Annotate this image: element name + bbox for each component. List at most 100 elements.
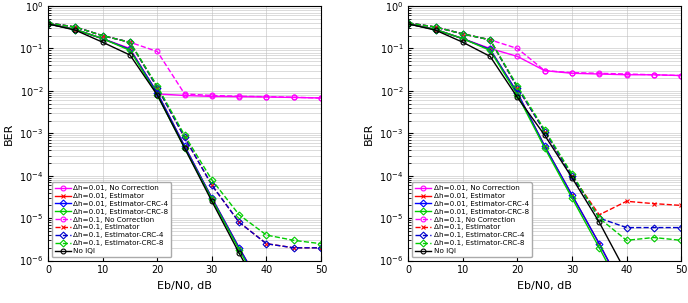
- Δh=0.01, Estimator: [126, 48, 134, 51]
- Δh=0.1, No Correction: [404, 21, 412, 25]
- Δh=0.01, Estimator-CRC-4: [44, 22, 52, 26]
- Δh=0.1, Estimator-CRC-4: [431, 25, 440, 29]
- Δh=0.01, Estimator-CRC-8: [44, 22, 52, 26]
- Δh=0.1, Estimator-CRC-8: [459, 32, 467, 36]
- Δh=0.1, Estimator: [486, 38, 494, 42]
- Δh=0.1, Estimator-CRC-4: [180, 136, 189, 139]
- Δh=0.01, Estimator-CRC-8: [262, 296, 270, 300]
- Δh=0.01, Estimator: [235, 246, 244, 250]
- Δh=0.1, Estimator-CRC-8: [290, 238, 298, 242]
- Δh=0.01, Estimator: [649, 301, 658, 303]
- Δh=0.1, Estimator-CRC-4: [568, 174, 576, 178]
- Line: Δh=0.01, Estimator-CRC-4: Δh=0.01, Estimator-CRC-4: [45, 22, 323, 303]
- Δh=0.1, No Correction: [180, 92, 189, 96]
- Δh=0.1, Estimator-CRC-8: [153, 84, 162, 88]
- Δh=0.1, No Correction: [208, 94, 216, 97]
- Δh=0.01, Estimator-CRC-4: [459, 37, 467, 41]
- Δh=0.01, No Correction: [208, 95, 216, 98]
- Δh=0.1, No Correction: [126, 41, 134, 44]
- Legend: Δh=0.01, No Correction, Δh=0.01, Estimator, Δh=0.01, Estimator-CRC-4, Δh=0.01, E: Δh=0.01, No Correction, Δh=0.01, Estimat…: [52, 182, 171, 257]
- Δh=0.01, Estimator-CRC-4: [404, 22, 412, 26]
- Δh=0.01, Estimator: [208, 196, 216, 200]
- Δh=0.1, No Correction: [541, 69, 549, 72]
- Δh=0.01, No Correction: [44, 22, 52, 26]
- Δh=0.01, No Correction: [513, 55, 522, 58]
- Δh=0.01, No Correction: [235, 95, 244, 98]
- Δh=0.1, Estimator: [649, 202, 658, 205]
- Δh=0.1, No Correction: [262, 95, 270, 98]
- Δh=0.1, Estimator-CRC-8: [235, 213, 244, 217]
- Δh=0.1, Estimator-CRC-4: [459, 32, 467, 36]
- Δh=0.01, Estimator-CRC-4: [568, 193, 576, 197]
- Δh=0.1, Estimator-CRC-4: [262, 242, 270, 245]
- Δh=0.01, Estimator-CRC-8: [404, 22, 412, 26]
- No IQI: [98, 41, 107, 44]
- Δh=0.1, Estimator-CRC-8: [72, 25, 80, 29]
- Δh=0.1, Estimator: [262, 242, 270, 245]
- Line: Δh=0.1, Estimator-CRC-8: Δh=0.1, Estimator-CRC-8: [406, 21, 684, 243]
- Δh=0.1, Estimator-CRC-4: [649, 226, 658, 229]
- Δh=0.01, No Correction: [153, 92, 162, 96]
- Δh=0.01, No Correction: [262, 95, 270, 99]
- Δh=0.01, Estimator: [541, 144, 549, 148]
- Δh=0.1, Estimator: [459, 32, 467, 36]
- Line: Δh=0.01, Estimator: Δh=0.01, Estimator: [406, 22, 684, 303]
- Δh=0.1, Estimator-CRC-4: [290, 246, 298, 250]
- Δh=0.01, Estimator: [98, 37, 107, 41]
- Δh=0.01, Estimator-CRC-8: [486, 48, 494, 52]
- Δh=0.01, Estimator-CRC-8: [180, 146, 189, 150]
- No IQI: [459, 41, 467, 44]
- Δh=0.1, No Correction: [153, 50, 162, 53]
- No IQI: [126, 53, 134, 57]
- Line: Δh=0.01, Estimator-CRC-8: Δh=0.01, Estimator-CRC-8: [406, 22, 684, 303]
- Δh=0.1, Estimator-CRC-8: [180, 133, 189, 137]
- Δh=0.1, Estimator: [208, 183, 216, 187]
- Δh=0.01, Estimator-CRC-4: [262, 294, 270, 297]
- Δh=0.1, Estimator-CRC-8: [568, 172, 576, 176]
- Δh=0.1, Estimator-CRC-8: [431, 25, 440, 29]
- Line: Δh=0.1, Estimator-CRC-4: Δh=0.1, Estimator-CRC-4: [406, 21, 684, 230]
- Δh=0.1, No Correction: [568, 71, 576, 75]
- No IQI: [568, 176, 576, 179]
- Δh=0.1, Estimator: [404, 21, 412, 25]
- Δh=0.01, Estimator: [72, 28, 80, 31]
- Δh=0.01, Estimator-CRC-8: [72, 28, 80, 31]
- Δh=0.01, Estimator: [404, 22, 412, 26]
- Δh=0.1, Estimator: [568, 174, 576, 178]
- Δh=0.1, Estimator-CRC-4: [513, 86, 522, 89]
- Δh=0.1, Estimator: [72, 25, 80, 29]
- Line: No IQI: No IQI: [406, 22, 684, 303]
- No IQI: [208, 199, 216, 203]
- Δh=0.1, Estimator-CRC-8: [541, 128, 549, 132]
- Legend: Δh=0.01, No Correction, Δh=0.01, Estimator, Δh=0.01, Estimator-CRC-4, Δh=0.01, E: Δh=0.01, No Correction, Δh=0.01, Estimat…: [412, 182, 532, 257]
- Y-axis label: BER: BER: [3, 122, 14, 145]
- Δh=0.01, No Correction: [72, 28, 80, 31]
- Δh=0.01, Estimator-CRC-8: [568, 196, 576, 200]
- No IQI: [486, 55, 494, 58]
- Δh=0.01, Estimator: [44, 22, 52, 26]
- Δh=0.1, Estimator-CRC-4: [126, 41, 134, 44]
- Δh=0.1, Estimator-CRC-4: [317, 246, 325, 250]
- Line: Δh=0.1, Estimator: Δh=0.1, Estimator: [45, 21, 323, 250]
- Δh=0.1, No Correction: [513, 47, 522, 50]
- Δh=0.01, Estimator-CRC-4: [235, 246, 244, 250]
- No IQI: [541, 133, 549, 137]
- Δh=0.1, Estimator-CRC-8: [513, 84, 522, 88]
- Δh=0.1, No Correction: [72, 25, 80, 29]
- Δh=0.01, No Correction: [677, 74, 685, 77]
- Δh=0.1, Estimator: [317, 246, 325, 250]
- Δh=0.01, Estimator-CRC-4: [153, 91, 162, 95]
- Δh=0.01, No Correction: [595, 72, 603, 76]
- Line: Δh=0.01, Estimator-CRC-4: Δh=0.01, Estimator-CRC-4: [406, 22, 684, 303]
- Δh=0.1, No Correction: [486, 38, 494, 42]
- Line: Δh=0.1, Estimator: Δh=0.1, Estimator: [406, 21, 684, 217]
- Δh=0.1, No Correction: [459, 32, 467, 36]
- Δh=0.01, Estimator: [623, 294, 631, 297]
- Δh=0.1, Estimator-CRC-4: [44, 21, 52, 25]
- Δh=0.1, Estimator-CRC-8: [486, 38, 494, 42]
- Line: Δh=0.01, Estimator-CRC-8: Δh=0.01, Estimator-CRC-8: [45, 22, 323, 303]
- Δh=0.1, Estimator-CRC-4: [404, 21, 412, 25]
- Δh=0.1, No Correction: [649, 73, 658, 77]
- Δh=0.01, Estimator: [180, 144, 189, 148]
- Δh=0.1, No Correction: [290, 95, 298, 99]
